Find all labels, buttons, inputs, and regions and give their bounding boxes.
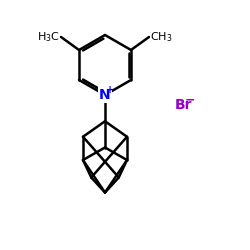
- Text: −: −: [184, 93, 195, 106]
- Text: H$_3$C: H$_3$C: [37, 30, 60, 44]
- Text: CH$_3$: CH$_3$: [150, 30, 172, 44]
- Text: Br: Br: [175, 98, 192, 112]
- Text: N: N: [99, 88, 111, 102]
- Text: +: +: [106, 85, 114, 95]
